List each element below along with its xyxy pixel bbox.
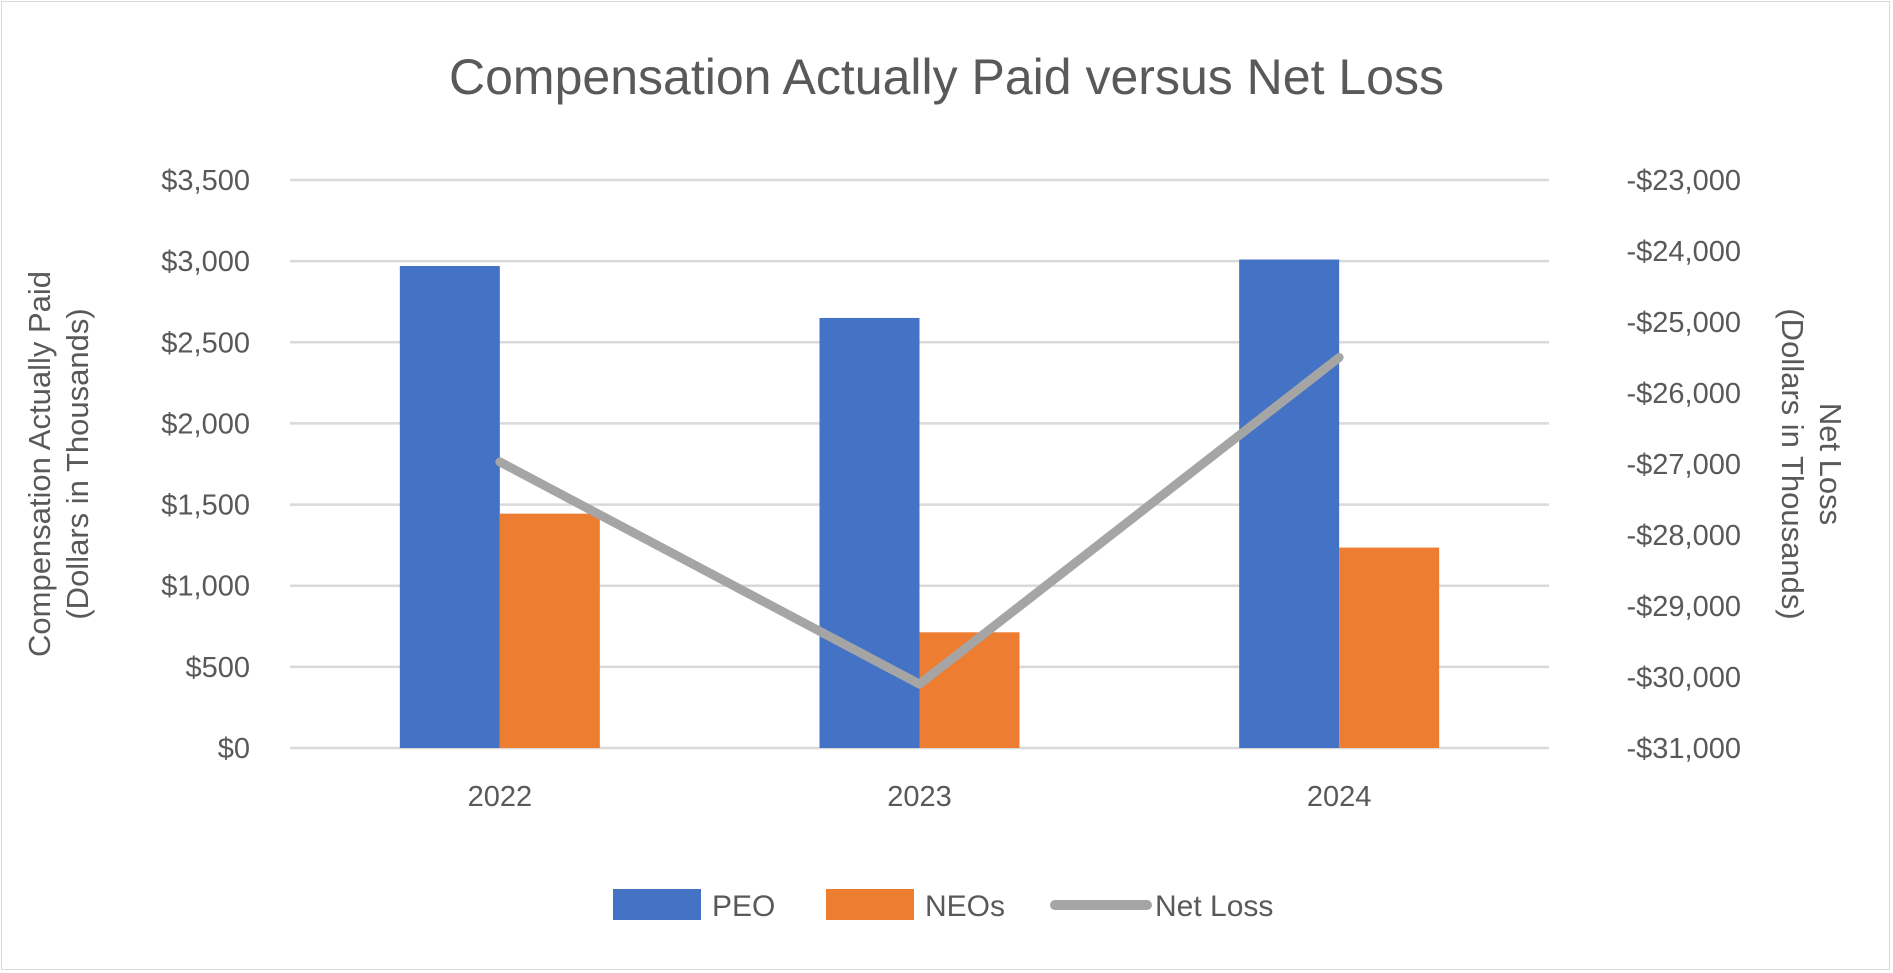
y-tick-right: -$25,000	[1627, 307, 1742, 339]
bar-neos	[1339, 547, 1440, 748]
y-axis-title-line: (Dollars in Thousands)	[1775, 308, 1810, 619]
legend-label: PEO	[712, 890, 775, 923]
y-tick-right: -$26,000	[1627, 378, 1742, 410]
y-tick-left: $1,000	[161, 571, 250, 603]
y-axis-title-line: Net Loss	[1813, 403, 1848, 525]
bar-peo	[399, 266, 500, 748]
bar-peo	[1239, 259, 1340, 748]
x-tick: 2024	[1307, 781, 1372, 813]
y-tick-left: $0	[218, 733, 250, 765]
y-tick-left: $3,500	[161, 165, 250, 197]
legend-swatch	[826, 889, 914, 920]
y-axis-title-left: Compensation Actually Paid(Dollars in Th…	[22, 271, 95, 657]
y-tick-right: -$23,000	[1627, 165, 1742, 197]
y-tick-right: -$28,000	[1627, 520, 1742, 552]
y-axis-title-line: (Dollars in Thousands)	[60, 308, 95, 619]
legend-label: NEOs	[925, 890, 1005, 923]
y-axis-title-right: Net Loss(Dollars in Thousands)	[1775, 308, 1848, 619]
y-axis-title-line: Compensation Actually Paid	[22, 271, 57, 657]
chart-title: Compensation Actually Paid versus Net Lo…	[449, 49, 1444, 105]
bar-neos	[919, 632, 1020, 748]
y-tick-right: -$24,000	[1627, 236, 1742, 268]
y-tick-right: -$27,000	[1627, 449, 1742, 481]
y-tick-left: $3,000	[161, 246, 250, 278]
bar-neos	[499, 513, 600, 748]
y-tick-left: $500	[185, 652, 250, 684]
y-tick-right: -$30,000	[1627, 662, 1742, 694]
y-tick-right: -$29,000	[1627, 591, 1742, 623]
x-tick: 2023	[887, 781, 952, 813]
y-tick-left: $1,500	[161, 490, 250, 522]
y-tick-right: -$31,000	[1627, 733, 1742, 765]
bar-peo	[819, 317, 920, 748]
legend-swatch	[613, 889, 701, 920]
x-tick: 2022	[468, 781, 533, 813]
y-tick-left: $2,000	[161, 408, 250, 440]
y-tick-left: $2,500	[161, 327, 250, 359]
legend-label: Net Loss	[1155, 890, 1273, 923]
